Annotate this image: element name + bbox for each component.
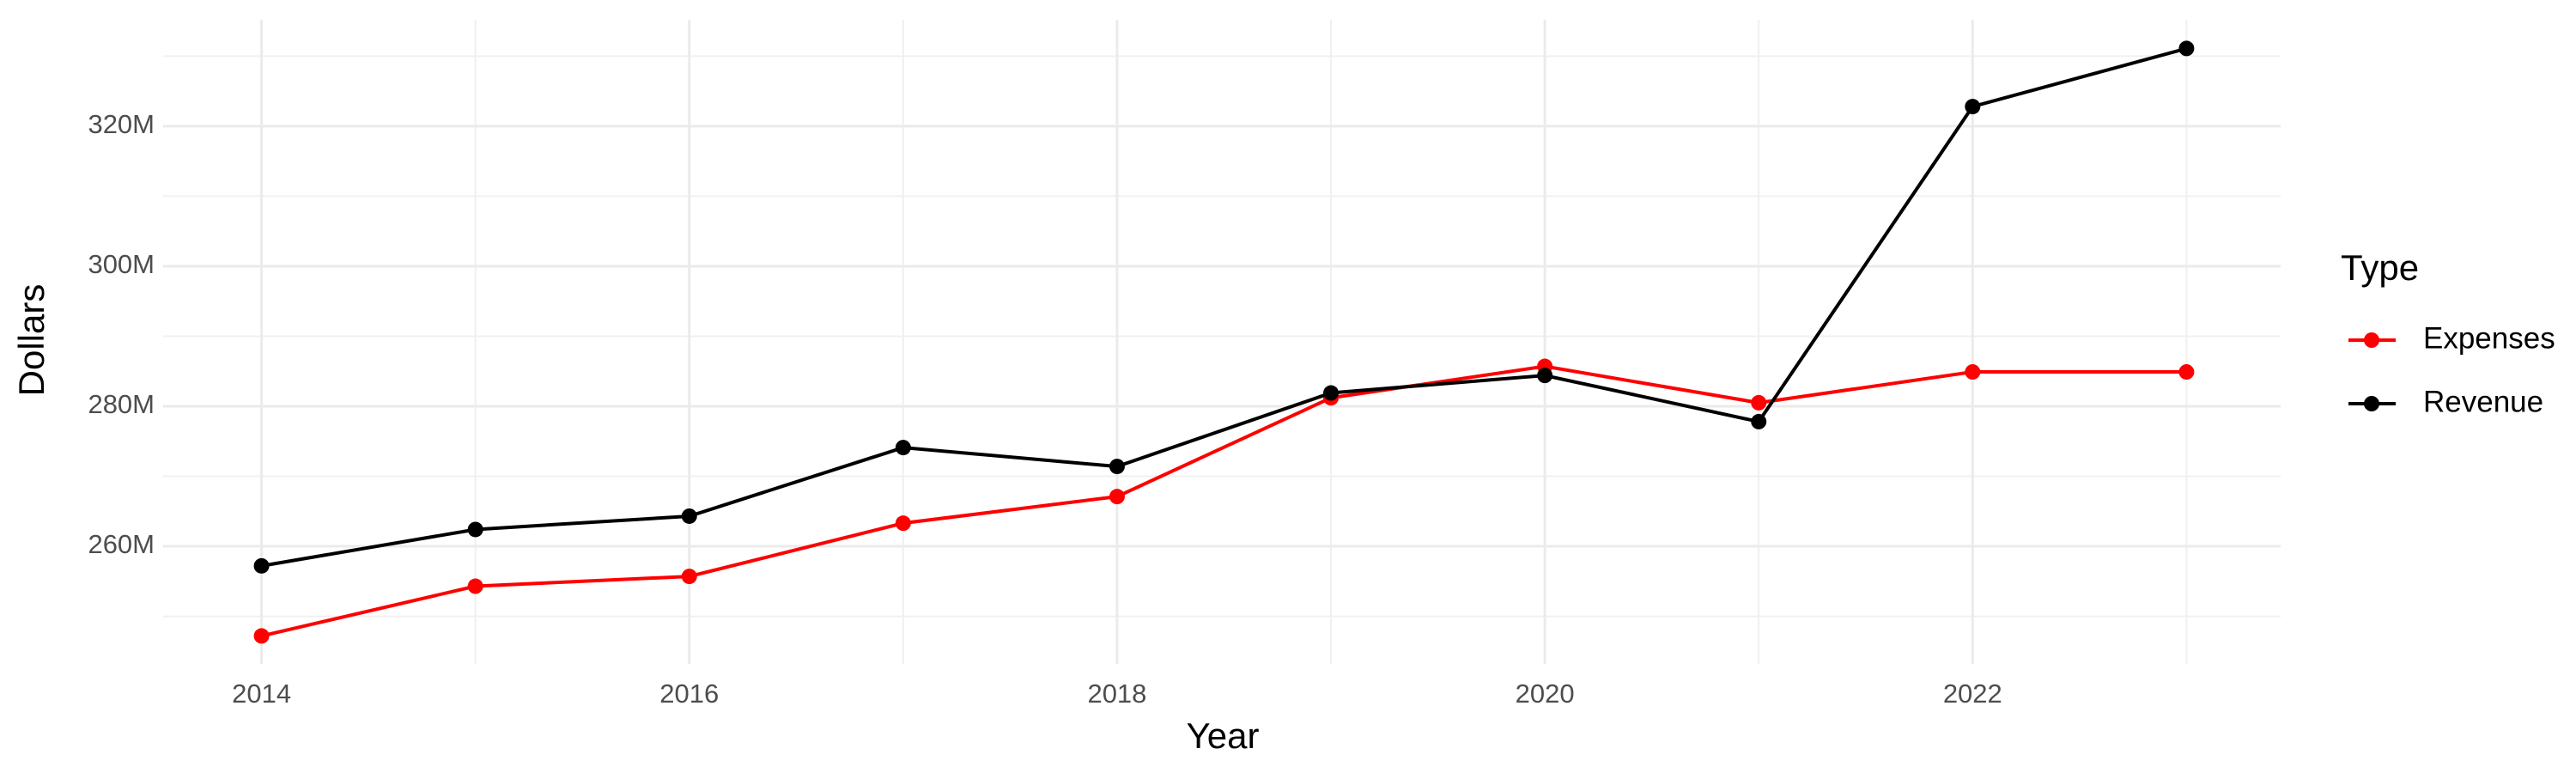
point: [1109, 459, 1125, 475]
point: [467, 521, 483, 538]
legend-key-point: [2364, 332, 2379, 348]
x-tick-label: 2016: [659, 679, 719, 709]
point: [895, 440, 911, 456]
point: [1323, 385, 1340, 401]
point: [1537, 368, 1553, 384]
y-tick-label: 280M: [88, 389, 155, 419]
legend-key-point: [2364, 396, 2379, 411]
y-tick-label: 320M: [88, 109, 155, 139]
y-tick-label: 300M: [88, 249, 155, 279]
y-axis-title: Dollars: [11, 284, 52, 397]
point: [253, 557, 270, 574]
x-axis-title: Year: [1187, 715, 1260, 756]
point: [467, 578, 483, 594]
point: [1965, 364, 1981, 380]
point: [1965, 99, 1981, 115]
point: [2178, 40, 2195, 57]
point: [895, 515, 911, 532]
legend-label: Expenses: [2423, 321, 2555, 355]
point: [1751, 394, 1767, 411]
legend-title: Type: [2341, 247, 2419, 288]
legend-label: Revenue: [2423, 385, 2543, 418]
point: [1751, 413, 1767, 429]
point: [2178, 364, 2195, 380]
point: [253, 628, 270, 644]
x-tick-label: 2022: [1943, 679, 2002, 709]
series-line: [261, 364, 2187, 638]
x-tick-label: 2014: [232, 679, 291, 709]
x-tick-label: 2020: [1516, 679, 1575, 709]
x-tick-label: 2018: [1087, 679, 1146, 709]
y-tick-label: 260M: [88, 529, 155, 559]
point: [1109, 489, 1125, 505]
series-line: [261, 46, 2187, 568]
point: [681, 569, 697, 585]
point: [681, 508, 697, 524]
